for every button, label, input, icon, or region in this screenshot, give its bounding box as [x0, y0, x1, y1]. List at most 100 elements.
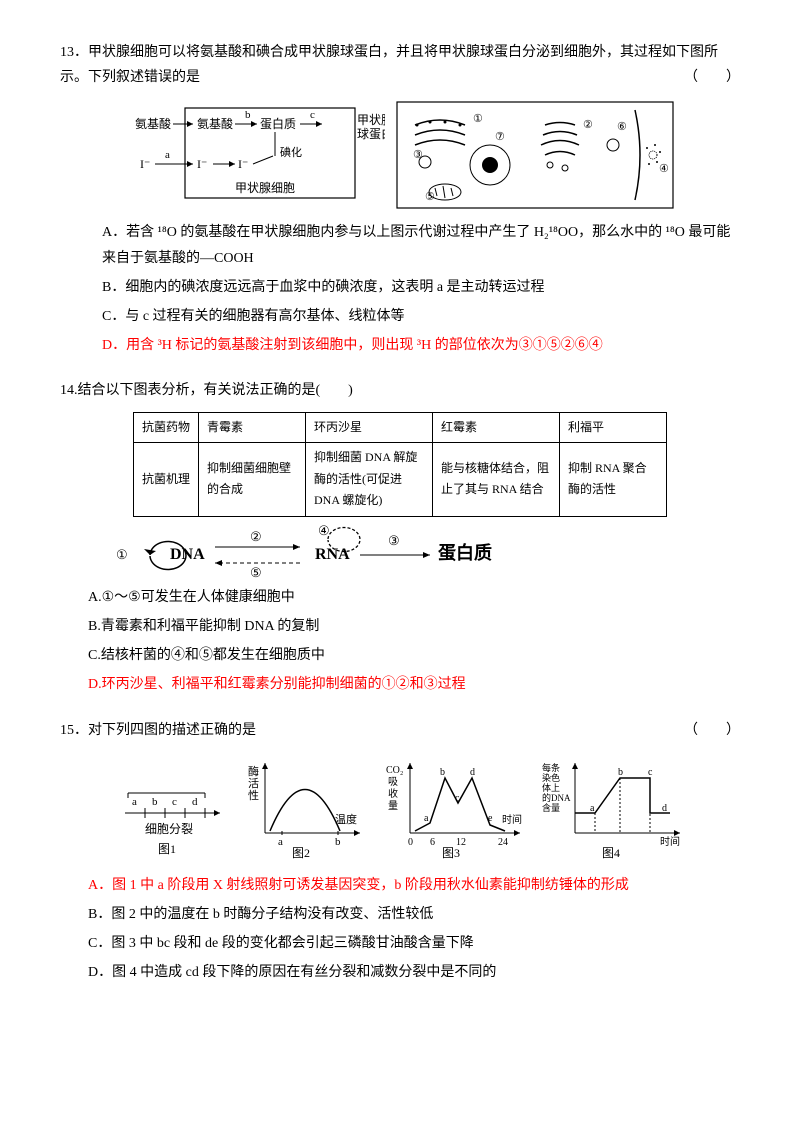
thy-label1: 甲状腺 [357, 113, 385, 127]
q14-optA: A.①～⑤可发生在人体健康细胞中 [88, 585, 740, 610]
rna: RNA [315, 546, 350, 563]
f4b: b [618, 767, 623, 778]
c2: 抑制细菌细胞壁的合成 [199, 443, 306, 517]
num1: ① [473, 113, 483, 125]
q15-optD: D．图 4 中造成 cd 段下降的原因在有丝分裂和减数分裂中是不同的 [88, 960, 740, 985]
prot-label: 蛋白质 [260, 116, 296, 131]
th4: 红霉素 [433, 412, 560, 443]
f36: 6 [430, 837, 435, 848]
f1a: a [132, 796, 137, 808]
f3y3: 收 [388, 787, 398, 800]
q13-optD: D．用含 ³H 标记的氨基酸注射到该细胞中，则出现 ³H 的部位依次为③①⑤②⑥… [102, 333, 740, 358]
fig4: a b c d 每条 染色 体上 的DNA 含量 时间 图4 [540, 753, 690, 863]
question-15: 15．对下列四图的描述正确的是 （ ） a b c d 细胞分裂 图1 酶 活 … [60, 718, 740, 986]
cell-label: 甲状腺细胞 [235, 181, 295, 195]
c3: 抑制细菌 DNA 解旋酶的活性(可促进 DNA 螺旋化) [306, 443, 433, 517]
f3x: 时间 [502, 813, 522, 826]
q15-stem: 15．对下列四图的描述正确的是 （ ） [60, 718, 740, 743]
n3: ③ [388, 533, 400, 548]
f4y5: 含量 [542, 802, 560, 813]
n2: ② [250, 529, 262, 544]
f4c: c [648, 767, 653, 778]
f3d: d [470, 767, 475, 778]
th3: 环丙沙星 [306, 412, 433, 443]
th2: 青霉素 [199, 412, 306, 443]
q14-flow: ① DNA ② ⑤ ④ RNA ③ 蛋白质 [60, 525, 740, 585]
f3e: e [488, 813, 493, 824]
optA-iso2: ¹⁸O [549, 225, 568, 240]
f4y1: 每条 [542, 762, 560, 773]
f3b: b [440, 767, 445, 778]
optA-m2: O，那么水中的 [568, 225, 666, 240]
q13-text: 甲状腺细胞可以将氨基酸和碘合成甲状腺球蛋白，并且将甲状腺球蛋白分泌到细胞外，其过… [60, 45, 718, 85]
f1-lbl: 图1 [158, 842, 176, 856]
f2x: 温度 [335, 812, 357, 826]
a-label: a [165, 149, 170, 161]
f4d: d [662, 803, 667, 814]
f4-lbl: 图4 [602, 846, 620, 860]
aa-label: 氨基酸 [135, 116, 171, 131]
optA-pre: A．若含 [102, 225, 158, 240]
f3-lbl: 图3 [442, 846, 460, 860]
I2-label: I⁻ [197, 157, 207, 171]
q14-text: 结合以下图表分析，有关说法正确的是( ) [78, 383, 353, 398]
thy-label2: 球蛋白 [357, 126, 385, 141]
f4y2: 染色 [542, 772, 560, 783]
q14-optC: C.结核杆菌的④和⑤都发生在细胞质中 [88, 643, 740, 668]
q15-optB: B．图 2 中的温度在 b 时酶分子结构没有改变、活性较低 [88, 902, 740, 927]
f2a: a [278, 836, 283, 848]
f3y2: 吸 [388, 777, 398, 788]
q15-paren: （ ） [684, 718, 740, 743]
fig1: a b c d 细胞分裂 图1 [110, 753, 230, 863]
table-row: 抗菌机理 抑制细菌细胞壁的合成 抑制细菌 DNA 解旋酶的活性(可促进 DNA … [133, 443, 666, 517]
q15-text: 对下列四图的描述正确的是 [88, 723, 256, 738]
f4y4: 的DNA [542, 792, 571, 803]
q15-optC: C．图 3 中 bc 段和 de 段的变化都会引起三磷酸甘油酸含量下降 [88, 931, 740, 956]
dian-label: 碘化 [280, 145, 302, 159]
f2b: b [335, 836, 341, 848]
n1: ① [116, 547, 128, 562]
q15-figures: a b c d 细胞分裂 图1 酶 活 性 a b 温度 图2 CO₂ [60, 753, 740, 863]
q13-optA: A．若含 ¹⁸O 的氨基酸在甲状腺细胞内参与以上图示代谢过程中产生了 H₂¹⁸O… [102, 220, 740, 270]
q14-optD: D.环丙沙星、利福平和红霉素分别能抑制细菌的①②和③过程 [88, 672, 740, 697]
q13-optB: B．细胞内的碘浓度远远高于血浆中的碘浓度，这表明 a 是主动转运过程 [102, 275, 740, 300]
q15-num: 15． [60, 723, 88, 738]
I3-label: I⁻ [238, 157, 248, 171]
f2y2: 活 [248, 777, 259, 790]
num5: ⑤ [425, 191, 435, 203]
q13-stem: 13．甲状腺细胞可以将氨基酸和碘合成甲状腺球蛋白，并且将甲状腺球蛋白分泌到细胞外… [60, 40, 740, 90]
f1d: d [192, 796, 198, 808]
protein: 蛋白质 [438, 542, 492, 563]
aa2-label: 氨基酸 [197, 116, 233, 131]
c4: 能与核糖体结合，阻止了其与 RNA 结合 [433, 443, 560, 517]
q14-stem: 14.结合以下图表分析，有关说法正确的是( ) [60, 378, 740, 403]
optA-iso3: ¹⁸O [666, 225, 685, 240]
c5: 抑制 RNA 聚合酶的活性 [560, 443, 667, 517]
f3y1: CO₂ [386, 765, 403, 776]
table-row: 抗菌药物 青霉素 环丙沙星 红霉素 利福平 [133, 412, 666, 443]
th5: 利福平 [560, 412, 667, 443]
f1-cells: 细胞分裂 [145, 822, 193, 836]
optA-m1: 的氨基酸在甲状腺细胞内参与以上图示代谢过程中产生了 H₂ [177, 225, 549, 240]
f2y3: 性 [248, 788, 259, 802]
optA-iso1: ¹⁸O [158, 225, 177, 240]
f4x: 时间 [660, 835, 680, 848]
f324: 24 [498, 837, 508, 848]
q13-figures: 氨基酸 氨基酸 b 蛋白质 c 甲状腺 球蛋白 I⁻ a I⁻ I⁻ 碘化 甲状… [60, 100, 740, 210]
I-label: I⁻ [140, 157, 150, 171]
num4: ④ [659, 163, 669, 175]
q13-right-diagram: ① ③ ⑦ ⑤ ② ⑥ ④ [395, 100, 675, 210]
n5: ⑤ [250, 565, 262, 580]
f4y3: 体上 [542, 782, 560, 793]
q13-optC: C．与 c 过程有关的细胞器有高尔基体、线粒体等 [102, 304, 740, 329]
f1b: b [152, 796, 158, 808]
f3c: c [455, 793, 460, 804]
q13-left-diagram: 氨基酸 氨基酸 b 蛋白质 c 甲状腺 球蛋白 I⁻ a I⁻ I⁻ 碘化 甲状… [125, 100, 385, 210]
b-label: b [245, 109, 251, 121]
num6: ⑥ [617, 121, 627, 133]
f1c: c [172, 796, 177, 808]
f3y4: 量 [388, 800, 398, 812]
q14-optB: B.青霉素和利福平能抑制 DNA 的复制 [88, 614, 740, 639]
r1: 抗菌机理 [133, 443, 198, 517]
f30: 0 [408, 837, 413, 848]
